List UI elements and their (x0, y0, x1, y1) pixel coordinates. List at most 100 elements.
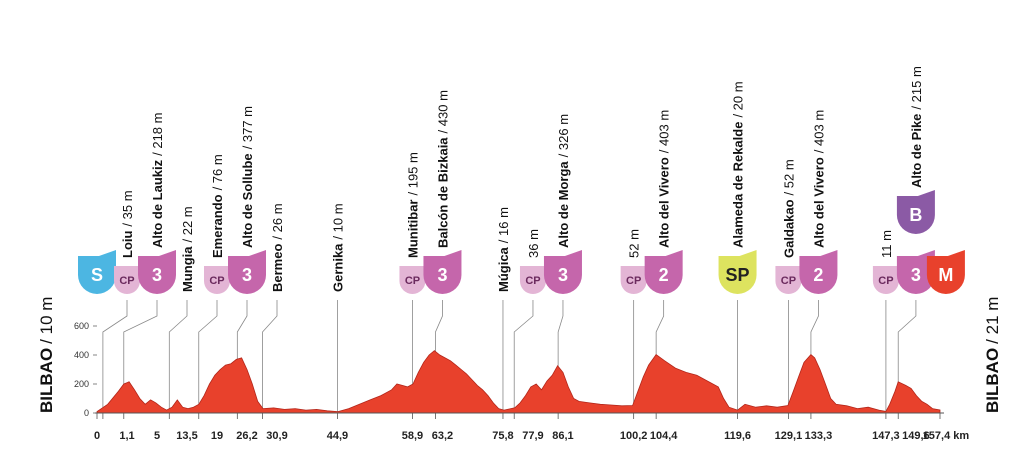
badge-text: M (938, 265, 953, 285)
waypoint-label: 36 m (526, 229, 541, 258)
badge: CP (519, 266, 546, 294)
waypoint-alt: / 403 m (811, 110, 826, 153)
waypoint-label: Alto del Vivero / 403 m (657, 110, 672, 248)
waypoint-name: Alto de Morga (556, 161, 571, 248)
waypoint-label: Alto de Sollube / 377 m (240, 106, 255, 248)
badge-flag (917, 190, 935, 196)
badge: 3 (896, 250, 935, 294)
waypoint-label: Alto de Pike / 215 m (909, 66, 924, 188)
badge-flag (739, 250, 757, 256)
badge-shape (620, 266, 647, 294)
waypoint-label: Alto del Vivero / 403 m (811, 110, 826, 248)
leader-line (198, 300, 218, 413)
badge-flag (820, 250, 838, 256)
waypoint-name: Alto del Vivero (657, 157, 672, 248)
y-tick-label: 400 (74, 350, 89, 360)
waypoint-name: Alameda de Rekalde (731, 122, 746, 248)
waypoint-label: Alameda de Rekalde / 20 m (731, 81, 746, 248)
badge-flag (99, 250, 116, 256)
waypoint-name: Alto de Sollube (240, 153, 255, 248)
badge-flag (249, 250, 266, 256)
badge: CP (399, 266, 426, 294)
x-tick-label: 19 (211, 430, 223, 442)
badge-flag (665, 250, 683, 256)
badge-text: CP (626, 275, 641, 287)
waypoint-alt: / 430 m (435, 90, 450, 133)
finish-label: BILBAO / 21 m (983, 297, 1002, 413)
finish-alt: / 21 m (983, 297, 1002, 344)
badge: CP (204, 266, 230, 294)
y-tick-label: 0 (84, 408, 89, 418)
x-tick-label: 129,1 (775, 430, 803, 442)
waypoint-alt: 36 m (526, 229, 541, 258)
finish-town: BILBAO / 21 m (983, 297, 1002, 413)
leader-line (168, 300, 188, 413)
x-tick-label: 133,3 (805, 430, 833, 442)
x-tick-label: 147,3 (872, 430, 900, 442)
x-tick-label: 30,9 (266, 430, 287, 442)
x-tick-label: 157,4 km (923, 430, 970, 442)
badge: SP (718, 250, 757, 294)
badge-text: CP (878, 275, 893, 287)
badge-shape (399, 266, 426, 294)
badge: B (896, 190, 935, 234)
waypoint-label: Galdakao / 52 m (781, 159, 796, 258)
start-name: BILBAO (37, 348, 56, 413)
x-tick-label: 77,9 (522, 430, 543, 442)
badge-text: CP (405, 275, 420, 287)
waypoint-name: Loiu (120, 231, 135, 258)
waypoint-name: Galdakao (781, 199, 796, 258)
start-town: BILBAO / 10 m (37, 297, 56, 413)
badge-text: CP (781, 275, 796, 287)
waypoint-alt: / 10 m (330, 203, 345, 239)
x-tick-label: 1,1 (119, 430, 134, 442)
waypoint-label: Gernika / 10 m (330, 203, 345, 292)
waypoint-alt: / 76 m (210, 154, 225, 190)
badge-flag (444, 250, 462, 256)
x-tick-label: 75,8 (492, 430, 513, 442)
waypoint-alt: / 377 m (240, 106, 255, 149)
waypoint-label: Alto de Morga / 326 m (556, 114, 571, 248)
waypoint-name: Múgica (496, 246, 511, 292)
badge-shape (926, 256, 965, 294)
badge-shape (423, 256, 462, 294)
badge-text: S (91, 265, 103, 285)
waypoint-alt: 52 m (627, 229, 642, 258)
leader-line (513, 300, 534, 413)
waypoint-alt: 11 m (879, 230, 894, 258)
waypoint-label: Múgica / 16 m (496, 207, 511, 292)
badge: 2 (644, 250, 683, 294)
badge-flag (564, 250, 582, 256)
x-tick-label: 58,9 (402, 430, 423, 442)
x-tick-label: 86,1 (552, 430, 573, 442)
x-tick-label: 26,2 (236, 430, 257, 442)
leader-line (102, 300, 128, 413)
badge-shape (896, 256, 935, 294)
badge: 3 (543, 250, 582, 294)
waypoint-label: Balcón de Bizkaia / 430 m (435, 90, 450, 248)
badge: M (926, 250, 965, 294)
badge-shape (896, 196, 935, 234)
waypoint-alt: / 403 m (657, 110, 672, 153)
badge: 3 (138, 250, 176, 294)
waypoint-alt: / 52 m (781, 159, 796, 195)
badge-shape (775, 266, 802, 294)
badge-text: 3 (437, 265, 447, 285)
badge-text: CP (209, 275, 224, 287)
x-tick-label: 119,6 (724, 430, 751, 442)
badge-shape (114, 266, 140, 294)
waypoint-label: 52 m (627, 229, 642, 258)
badge-text: 3 (911, 265, 921, 285)
waypoint-name: Balcón de Bizkaia (435, 137, 450, 248)
waypoint-alt: / 20 m (731, 81, 746, 117)
badge: S (78, 250, 116, 294)
badge-text: 3 (242, 265, 252, 285)
badge: CP (775, 266, 802, 294)
badge-shape (78, 256, 116, 294)
waypoint-label: Mungia / 22 m (180, 206, 195, 292)
badge-shape (799, 256, 838, 294)
badge-text: 2 (813, 265, 823, 285)
badge-flag (917, 250, 935, 256)
badge-text: 3 (152, 265, 162, 285)
